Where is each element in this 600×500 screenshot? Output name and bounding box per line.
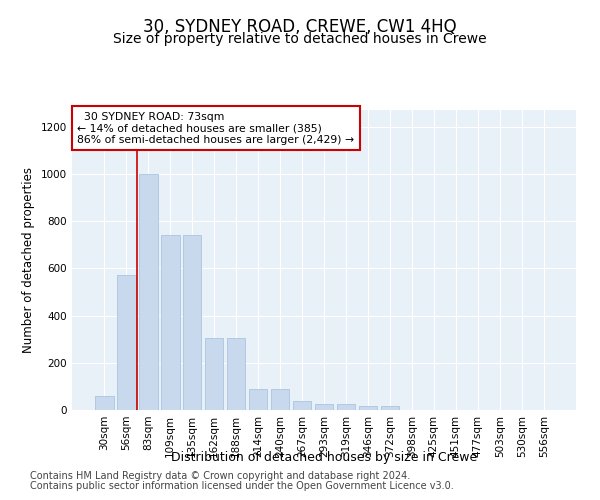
Bar — [117, 276, 136, 410]
Bar — [205, 338, 223, 410]
Bar — [293, 400, 311, 410]
Text: 30, SYDNEY ROAD, CREWE, CW1 4HQ: 30, SYDNEY ROAD, CREWE, CW1 4HQ — [143, 18, 457, 36]
Bar — [161, 235, 179, 410]
Text: 30 SYDNEY ROAD: 73sqm  
← 14% of detached houses are smaller (385)
86% of semi-d: 30 SYDNEY ROAD: 73sqm ← 14% of detached … — [77, 112, 354, 144]
Y-axis label: Number of detached properties: Number of detached properties — [22, 167, 35, 353]
Bar — [139, 174, 158, 410]
Bar — [337, 404, 355, 410]
Bar — [95, 396, 113, 410]
Bar — [227, 338, 245, 410]
Bar — [314, 404, 334, 410]
Text: Distribution of detached houses by size in Crewe: Distribution of detached houses by size … — [171, 451, 477, 464]
Bar — [249, 388, 268, 410]
Bar — [380, 406, 399, 410]
Text: Contains HM Land Registry data © Crown copyright and database right 2024.: Contains HM Land Registry data © Crown c… — [30, 471, 410, 481]
Bar — [183, 235, 202, 410]
Bar — [359, 406, 377, 410]
Text: Size of property relative to detached houses in Crewe: Size of property relative to detached ho… — [113, 32, 487, 46]
Text: Contains public sector information licensed under the Open Government Licence v3: Contains public sector information licen… — [30, 481, 454, 491]
Bar — [271, 388, 289, 410]
